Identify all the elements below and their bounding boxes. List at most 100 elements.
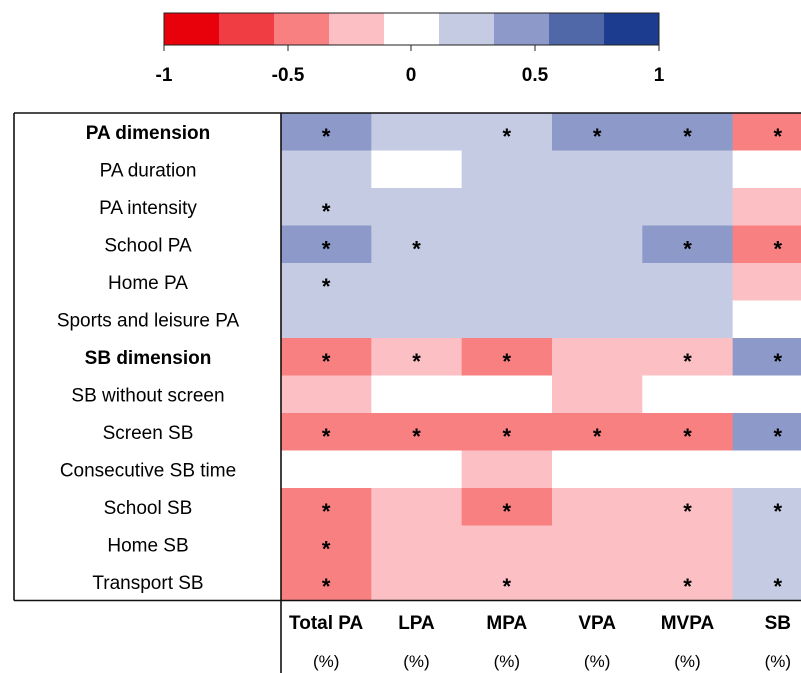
heatmap-cell <box>281 263 372 302</box>
heatmap-cell <box>551 300 643 339</box>
legend-swatch <box>549 13 605 45</box>
legend-tick-label: 0.5 <box>522 65 549 86</box>
legend-swatch <box>164 13 220 45</box>
legend-swatch <box>604 13 660 45</box>
column-label: MVPA <box>661 613 715 634</box>
significance-marker: * <box>322 499 331 524</box>
heatmap-cell <box>281 225 372 264</box>
significance-marker: * <box>412 236 421 261</box>
row-label: Home PA <box>108 273 188 294</box>
column-unit: (%) <box>584 652 610 671</box>
heatmap-cell <box>551 375 643 414</box>
heatmap-cell <box>551 338 643 377</box>
heatmap-cell <box>642 225 734 264</box>
significance-marker: * <box>683 236 692 261</box>
legend-tick-label: 1 <box>654 65 665 86</box>
legend-swatch <box>274 13 330 45</box>
heatmap-cell <box>551 563 643 602</box>
heatmap-cell <box>281 188 372 227</box>
legend-swatch <box>219 13 275 45</box>
heatmap-cell <box>642 413 734 452</box>
heatmap-cell <box>642 488 734 527</box>
heatmap-cell <box>371 113 463 152</box>
column-label: MPA <box>486 613 527 634</box>
significance-marker: * <box>774 236 783 261</box>
heatmap-cell <box>551 188 643 227</box>
column-unit: (%) <box>674 652 700 671</box>
column-unit: (%) <box>403 652 429 671</box>
column-label: SB <box>765 613 791 634</box>
heatmap-cell <box>551 450 643 489</box>
significance-marker: * <box>322 536 331 561</box>
significance-marker: * <box>412 424 421 449</box>
heatmap-cell <box>732 338 801 377</box>
heatmap-cell <box>642 563 734 602</box>
heatmap-cell <box>732 225 801 264</box>
significance-marker: * <box>683 424 692 449</box>
heatmap-cell <box>461 375 553 414</box>
heatmap-cell <box>642 338 734 377</box>
column-unit: (%) <box>765 652 791 671</box>
heatmap-cell <box>461 150 553 189</box>
heatmap-cell <box>732 488 801 527</box>
heatmap-cell <box>551 225 643 264</box>
significance-marker: * <box>503 499 512 524</box>
legend-swatch <box>329 13 385 45</box>
significance-marker: * <box>503 349 512 374</box>
row-label: SB without screen <box>71 385 224 406</box>
significance-marker: * <box>322 574 331 599</box>
row-label: School SB <box>104 498 193 519</box>
heatmap-cell <box>642 150 734 189</box>
significance-marker: * <box>774 124 783 149</box>
heatmap-cell <box>642 300 734 339</box>
significance-marker: * <box>503 574 512 599</box>
heatmap-cell <box>732 525 801 564</box>
heatmap-cell <box>551 263 643 302</box>
heatmap-cell <box>461 188 553 227</box>
heatmap-cell <box>732 150 801 189</box>
significance-marker: * <box>322 124 331 149</box>
column-label: VPA <box>578 613 616 634</box>
heatmap-cell <box>461 300 553 339</box>
row-label: Transport SB <box>92 573 203 594</box>
heatmap-cell <box>461 225 553 264</box>
significance-marker: * <box>774 574 783 599</box>
heatmap-cell <box>371 450 463 489</box>
heatmap-cell <box>732 450 801 489</box>
legend-tick-label: -0.5 <box>272 65 305 86</box>
heatmap-cell <box>732 300 801 339</box>
column-unit: (%) <box>313 652 339 671</box>
heatmap-cell <box>371 338 463 377</box>
heatmap-cell <box>371 563 463 602</box>
heatmap-cell <box>371 413 463 452</box>
heatmap-cell <box>732 188 801 227</box>
heatmap-cell <box>371 375 463 414</box>
significance-marker: * <box>322 349 331 374</box>
heatmap-cell <box>371 525 463 564</box>
heatmap-cell <box>281 338 372 377</box>
column-label: LPA <box>398 613 435 634</box>
significance-marker: * <box>683 349 692 374</box>
heatmap-cell <box>281 525 372 564</box>
heatmap-cell <box>371 225 463 264</box>
heatmap-cell <box>642 375 734 414</box>
row-label: Consecutive SB time <box>60 460 236 481</box>
heatmap-cell <box>642 188 734 227</box>
row-label: PA dimension <box>86 123 211 144</box>
significance-marker: * <box>503 424 512 449</box>
column-unit: (%) <box>494 652 520 671</box>
row-label: SB dimension <box>85 348 212 369</box>
heatmap-cell <box>551 488 643 527</box>
heatmap-cell <box>732 375 801 414</box>
heatmap-cell <box>642 263 734 302</box>
row-label: School PA <box>104 235 192 256</box>
heatmap-cell <box>461 413 553 452</box>
row-label: Screen SB <box>103 423 194 444</box>
significance-marker: * <box>683 499 692 524</box>
heatmap-cell <box>371 488 463 527</box>
significance-marker: * <box>322 424 331 449</box>
heatmap-cell <box>461 488 553 527</box>
heatmap-cell <box>281 150 372 189</box>
heatmap-cell <box>281 450 372 489</box>
